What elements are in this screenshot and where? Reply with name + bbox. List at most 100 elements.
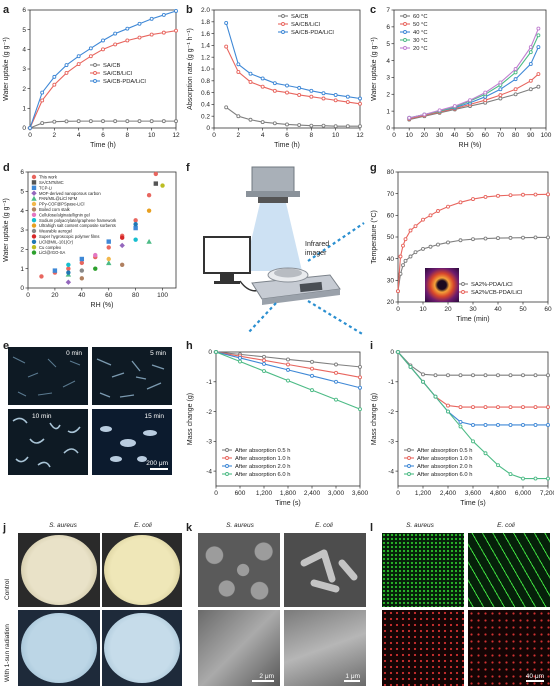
- data-point: [436, 242, 440, 247]
- legend-label: Wearable aerogel: [39, 229, 72, 234]
- data-point: [64, 119, 69, 124]
- panel-label-j: j: [3, 522, 7, 534]
- data-point: [468, 98, 472, 103]
- x-tick-label: 80: [132, 292, 140, 299]
- data-point: [496, 373, 500, 378]
- panel-label-c: c: [370, 4, 377, 16]
- data-point: [446, 409, 450, 414]
- legend-label: After absorption 1.0 h: [417, 456, 472, 462]
- x-axis-label: RH (%): [91, 302, 114, 309]
- data-point: [513, 67, 518, 71]
- data-point: [358, 375, 362, 380]
- legend-label: SA/CB-PDA/LiCl: [103, 79, 146, 85]
- legend-label: SA/CB-PDA/LiCl: [291, 30, 334, 36]
- legend-marker: [31, 245, 37, 250]
- legend-label: After absorption 2.0 h: [417, 464, 472, 470]
- scale-bar-k2: [344, 680, 360, 682]
- data-point: [536, 45, 541, 50]
- data-point: [309, 88, 314, 93]
- legend-marker: [225, 448, 229, 452]
- y-tick-label: 4: [386, 58, 390, 65]
- data-point: [286, 367, 290, 372]
- ir-setup-schematic: [203, 166, 365, 336]
- y-tick-label: 2: [20, 247, 24, 254]
- panel-label-e: e: [3, 340, 10, 352]
- data-point: [403, 237, 408, 242]
- data-point: [52, 268, 58, 273]
- data-point: [528, 45, 533, 50]
- data-point: [458, 420, 463, 424]
- x-tick-label: 0: [26, 292, 30, 299]
- legend-marker: [407, 456, 411, 460]
- data-point: [248, 80, 253, 84]
- data-point: [471, 373, 475, 378]
- x-tick-label: 2,400: [304, 490, 321, 497]
- legend-label: TCP-Li: [39, 185, 52, 190]
- data-point: [528, 50, 533, 55]
- data-point: [452, 104, 457, 109]
- data-point: [521, 476, 525, 481]
- data-point: [106, 260, 112, 266]
- x-tick-label: 10: [406, 132, 414, 139]
- legend-label: After absorption 1.0 h: [235, 456, 290, 462]
- y-tick-label: 0: [22, 125, 26, 132]
- data-point: [137, 119, 142, 124]
- micrograph-10min: 10 min: [8, 409, 88, 475]
- y-axis-label: Absorption rate (g g⁻¹ h⁻¹): [187, 28, 194, 110]
- data-point: [146, 193, 152, 198]
- legend-label: SA2%-PDA/LiCl: [471, 282, 513, 288]
- data-point: [64, 70, 69, 75]
- data-point: [106, 245, 111, 250]
- legend-label: Sodium polyacrylate/graphene framework: [39, 218, 117, 223]
- x-tick-label: 30: [436, 132, 444, 139]
- y-tick-label: 6: [22, 7, 26, 14]
- data-point: [224, 21, 229, 25]
- data-point: [508, 373, 513, 378]
- data-point: [334, 370, 338, 375]
- data-point: [309, 123, 314, 128]
- data-point: [528, 61, 533, 66]
- data-point: [428, 213, 433, 218]
- chart-i: 0 1,200 2,400 3,600 4,800 6,000 7,200 -4 -3 -2 -1 0…: [371, 349, 554, 507]
- data-point: [76, 62, 81, 67]
- legend-marker: [31, 190, 37, 196]
- legend-marker: [93, 71, 97, 75]
- data-point: [106, 239, 111, 244]
- petri-sun-s-aureus: [18, 610, 100, 686]
- data-point: [345, 124, 350, 129]
- data-point: [483, 451, 488, 456]
- legend-marker: [403, 14, 407, 18]
- legend-marker: [403, 22, 407, 26]
- ir-imager-lens: [258, 197, 288, 203]
- data-point: [248, 71, 253, 76]
- y-tick-label: 0: [208, 349, 212, 356]
- fluor-control-e-coli: [468, 533, 550, 607]
- y-tick-label: -4: [388, 468, 394, 475]
- data-point: [546, 373, 550, 378]
- x-tick-label: 10: [332, 132, 340, 139]
- legend-label: 40 °C: [413, 30, 428, 36]
- y-tick-label: 1.2: [201, 54, 210, 61]
- y-tick-label: 4: [20, 208, 24, 215]
- data-point: [40, 98, 45, 103]
- x-tick-label: 6: [285, 132, 289, 139]
- legend-label: MOF-derived nanoporous carbon: [39, 191, 101, 196]
- x-tick-label: 60: [544, 306, 552, 313]
- data-point: [471, 439, 475, 444]
- data-point: [113, 31, 118, 36]
- data-point: [272, 121, 277, 126]
- legend-marker: [31, 250, 37, 255]
- data-point: [421, 372, 425, 377]
- x-tick-label: 30: [469, 306, 477, 313]
- data-point: [321, 96, 326, 101]
- data-point: [433, 394, 438, 399]
- time-label-5min: 5 min: [150, 350, 166, 357]
- y-tick-label: -2: [206, 409, 212, 416]
- legend-marker: [31, 185, 37, 190]
- data-point: [358, 96, 362, 101]
- x-tick-label: 3,600: [352, 490, 368, 497]
- l-col1-header: S. aureus: [406, 522, 434, 529]
- data-point: [79, 276, 85, 281]
- fluor-control-s-aureus: [382, 533, 464, 607]
- data-point: [498, 93, 503, 98]
